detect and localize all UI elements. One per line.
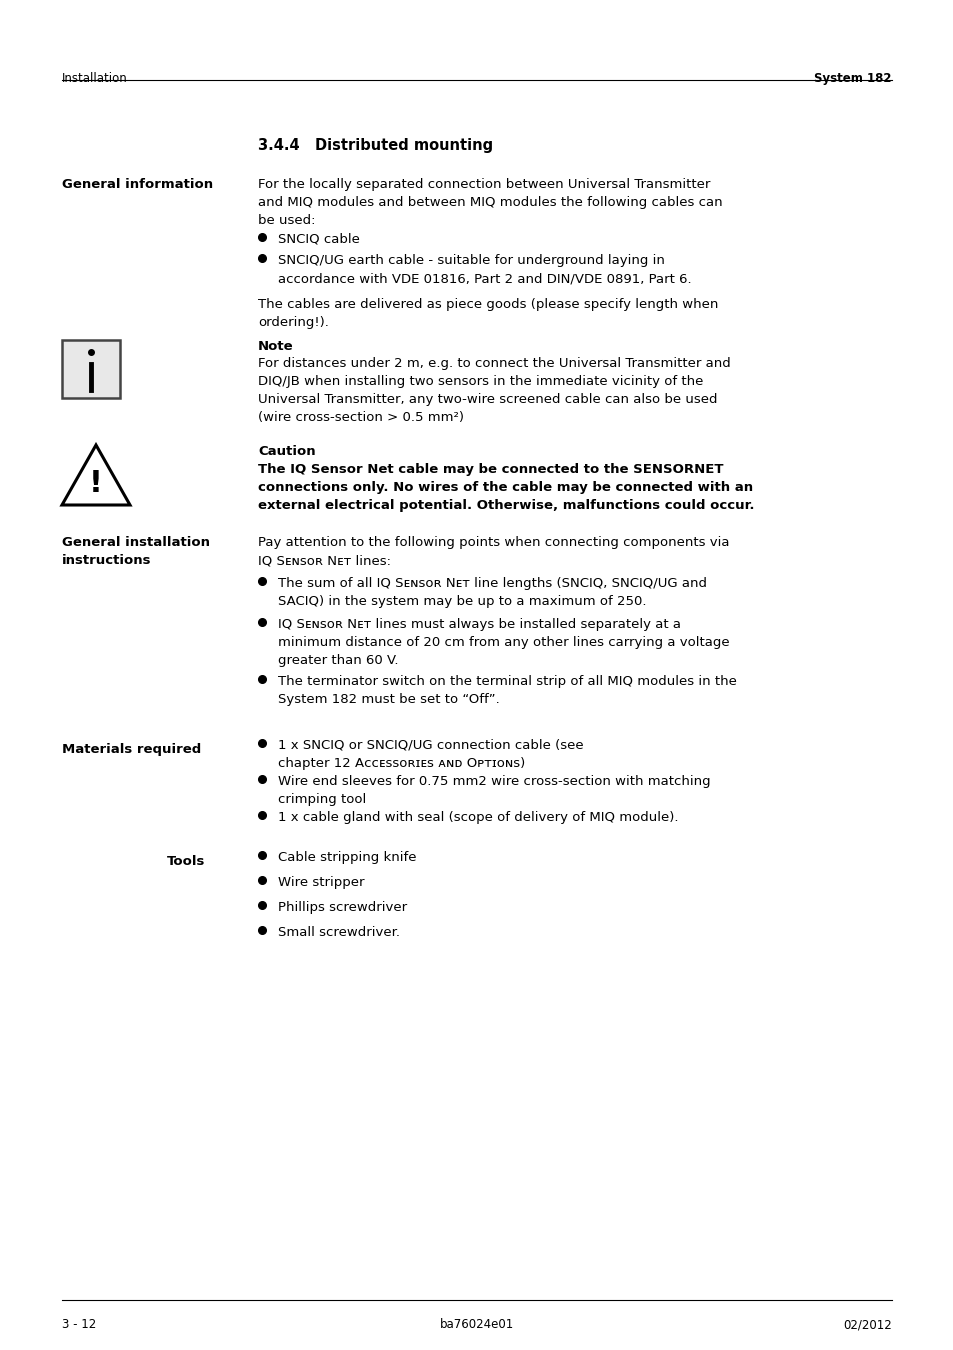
Text: Installation: Installation: [62, 72, 128, 85]
Text: Tools: Tools: [167, 855, 205, 868]
Text: connections only. No wires of the cable may be connected with an: connections only. No wires of the cable …: [257, 481, 752, 494]
Text: 1 x cable gland with seal (scope of delivery of MIQ module).: 1 x cable gland with seal (scope of deli…: [277, 811, 678, 824]
Text: be used:: be used:: [257, 215, 315, 227]
Text: Cable stripping knife: Cable stripping knife: [277, 850, 416, 864]
Text: IQ Sᴇɴsᴏʀ Nᴇᴛ lines:: IQ Sᴇɴsᴏʀ Nᴇᴛ lines:: [257, 554, 391, 567]
Text: The terminator switch on the terminal strip of all MIQ modules in the: The terminator switch on the terminal st…: [277, 675, 736, 688]
Text: ordering!).: ordering!).: [257, 316, 329, 329]
Text: Materials required: Materials required: [62, 743, 201, 756]
Text: System 182 must be set to “Off”.: System 182 must be set to “Off”.: [277, 693, 499, 706]
Text: 02/2012: 02/2012: [842, 1318, 891, 1331]
Text: chapter 12 Aᴄᴄᴇssᴏʀɪᴇs ᴀɴᴅ Oᴘᴛɪᴏɴs): chapter 12 Aᴄᴄᴇssᴏʀɪᴇs ᴀɴᴅ Oᴘᴛɪᴏɴs): [277, 757, 525, 769]
Text: The cables are delivered as piece goods (please specify length when: The cables are delivered as piece goods …: [257, 298, 718, 311]
Text: Universal Transmitter, any two-wire screened cable can also be used: Universal Transmitter, any two-wire scre…: [257, 393, 717, 406]
Bar: [62, 340, 120, 398]
Text: Caution: Caution: [257, 446, 315, 458]
Text: Wire end sleeves for 0.75 mm2 wire cross-section with matching: Wire end sleeves for 0.75 mm2 wire cross…: [277, 775, 710, 788]
Text: 3 - 12: 3 - 12: [62, 1318, 96, 1331]
Text: external electrical potential. Otherwise, malfunctions could occur.: external electrical potential. Otherwise…: [257, 500, 754, 512]
Text: SNCIQ cable: SNCIQ cable: [277, 234, 359, 246]
Text: SNCIQ/UG earth cable - suitable for underground laying in: SNCIQ/UG earth cable - suitable for unde…: [277, 254, 664, 267]
Text: Pay attention to the following points when connecting components via: Pay attention to the following points wh…: [257, 536, 729, 549]
Text: 3.4.4   Distributed mounting: 3.4.4 Distributed mounting: [257, 138, 493, 153]
Text: greater than 60 V.: greater than 60 V.: [277, 653, 398, 667]
Text: and MIQ modules and between MIQ modules the following cables can: and MIQ modules and between MIQ modules …: [257, 196, 721, 209]
Text: General information: General information: [62, 178, 213, 190]
Text: !: !: [89, 468, 103, 498]
Text: minimum distance of 20 cm from any other lines carrying a voltage: minimum distance of 20 cm from any other…: [277, 636, 729, 649]
Text: DIQ/JB when installing two sensors in the immediate vicinity of the: DIQ/JB when installing two sensors in th…: [257, 375, 702, 387]
Text: The sum of all IQ Sᴇɴsᴏʀ Nᴇᴛ line lengths (SNCIQ, SNCIQ/UG and: The sum of all IQ Sᴇɴsᴏʀ Nᴇᴛ line length…: [277, 576, 706, 590]
Text: For distances under 2 m, e.g. to connect the Universal Transmitter and: For distances under 2 m, e.g. to connect…: [257, 356, 730, 370]
Text: For the locally separated connection between Universal Transmitter: For the locally separated connection bet…: [257, 178, 710, 190]
Text: (wire cross-section > 0.5 mm²): (wire cross-section > 0.5 mm²): [257, 410, 463, 424]
Text: accordance with VDE 01816, Part 2 and DIN/VDE 0891, Part 6.: accordance with VDE 01816, Part 2 and DI…: [277, 271, 691, 285]
Text: SACIQ) in the system may be up to a maximum of 250.: SACIQ) in the system may be up to a maxi…: [277, 595, 646, 608]
Text: General installation: General installation: [62, 536, 210, 549]
Text: Phillips screwdriver: Phillips screwdriver: [277, 900, 407, 914]
Text: System 182: System 182: [814, 72, 891, 85]
Text: Wire stripper: Wire stripper: [277, 876, 364, 890]
Text: crimping tool: crimping tool: [277, 792, 366, 806]
Text: Note: Note: [257, 340, 294, 352]
Text: The IQ Sensor Net cable may be connected to the SENSORNET: The IQ Sensor Net cable may be connected…: [257, 463, 722, 477]
Text: ba76024e01: ba76024e01: [439, 1318, 514, 1331]
Text: IQ Sᴇɴsᴏʀ Nᴇᴛ lines must always be installed separately at a: IQ Sᴇɴsᴏʀ Nᴇᴛ lines must always be insta…: [277, 618, 680, 630]
Text: instructions: instructions: [62, 554, 152, 567]
Text: Small screwdriver.: Small screwdriver.: [277, 926, 399, 940]
Text: 1 x SNCIQ or SNCIQ/UG connection cable (see: 1 x SNCIQ or SNCIQ/UG connection cable (…: [277, 738, 583, 752]
